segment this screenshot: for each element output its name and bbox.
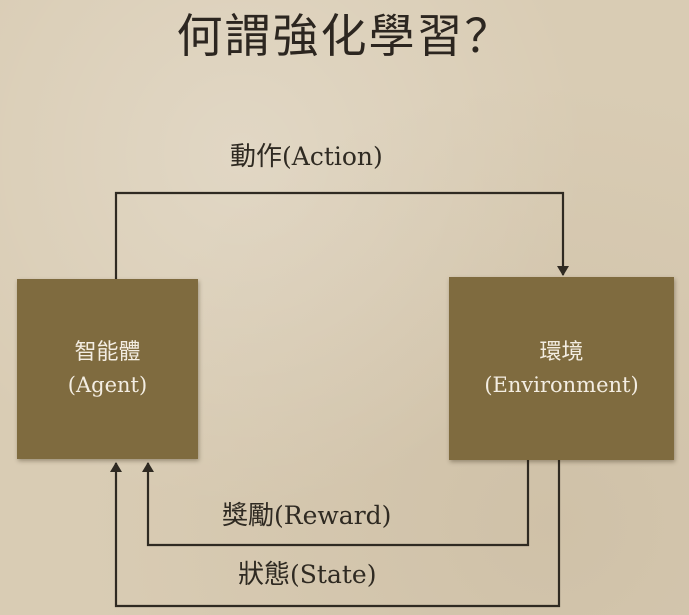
state-label-en: (State): [290, 560, 377, 589]
environment-name-en: (Environment): [484, 372, 639, 397]
action-label-zh: 動作: [230, 142, 283, 172]
slide-title: 何謂強化學習？: [176, 9, 513, 63]
reward-arrow: [142, 460, 530, 547]
environment-name-zh: 環境: [539, 339, 584, 365]
state-label-zh: 狀態: [238, 560, 291, 590]
agent-name-en: (Agent): [67, 373, 148, 397]
action-arrow: [114, 191, 569, 279]
reward-label-en: (Reward): [274, 501, 392, 530]
reward-label-zh: 獎勵: [222, 501, 275, 531]
action-label: 動作(Action): [230, 140, 383, 174]
state-arrow: [110, 460, 561, 608]
agent-box: 智能體 (Agent): [17, 279, 198, 459]
reward-label: 獎勵(Reward): [222, 499, 391, 533]
state-label: 狀態(State): [238, 558, 376, 592]
agent-name-zh: 智能體: [74, 340, 141, 365]
environment-box: 環境 (Environment): [449, 277, 674, 460]
action-label-en: (Action): [282, 142, 383, 171]
